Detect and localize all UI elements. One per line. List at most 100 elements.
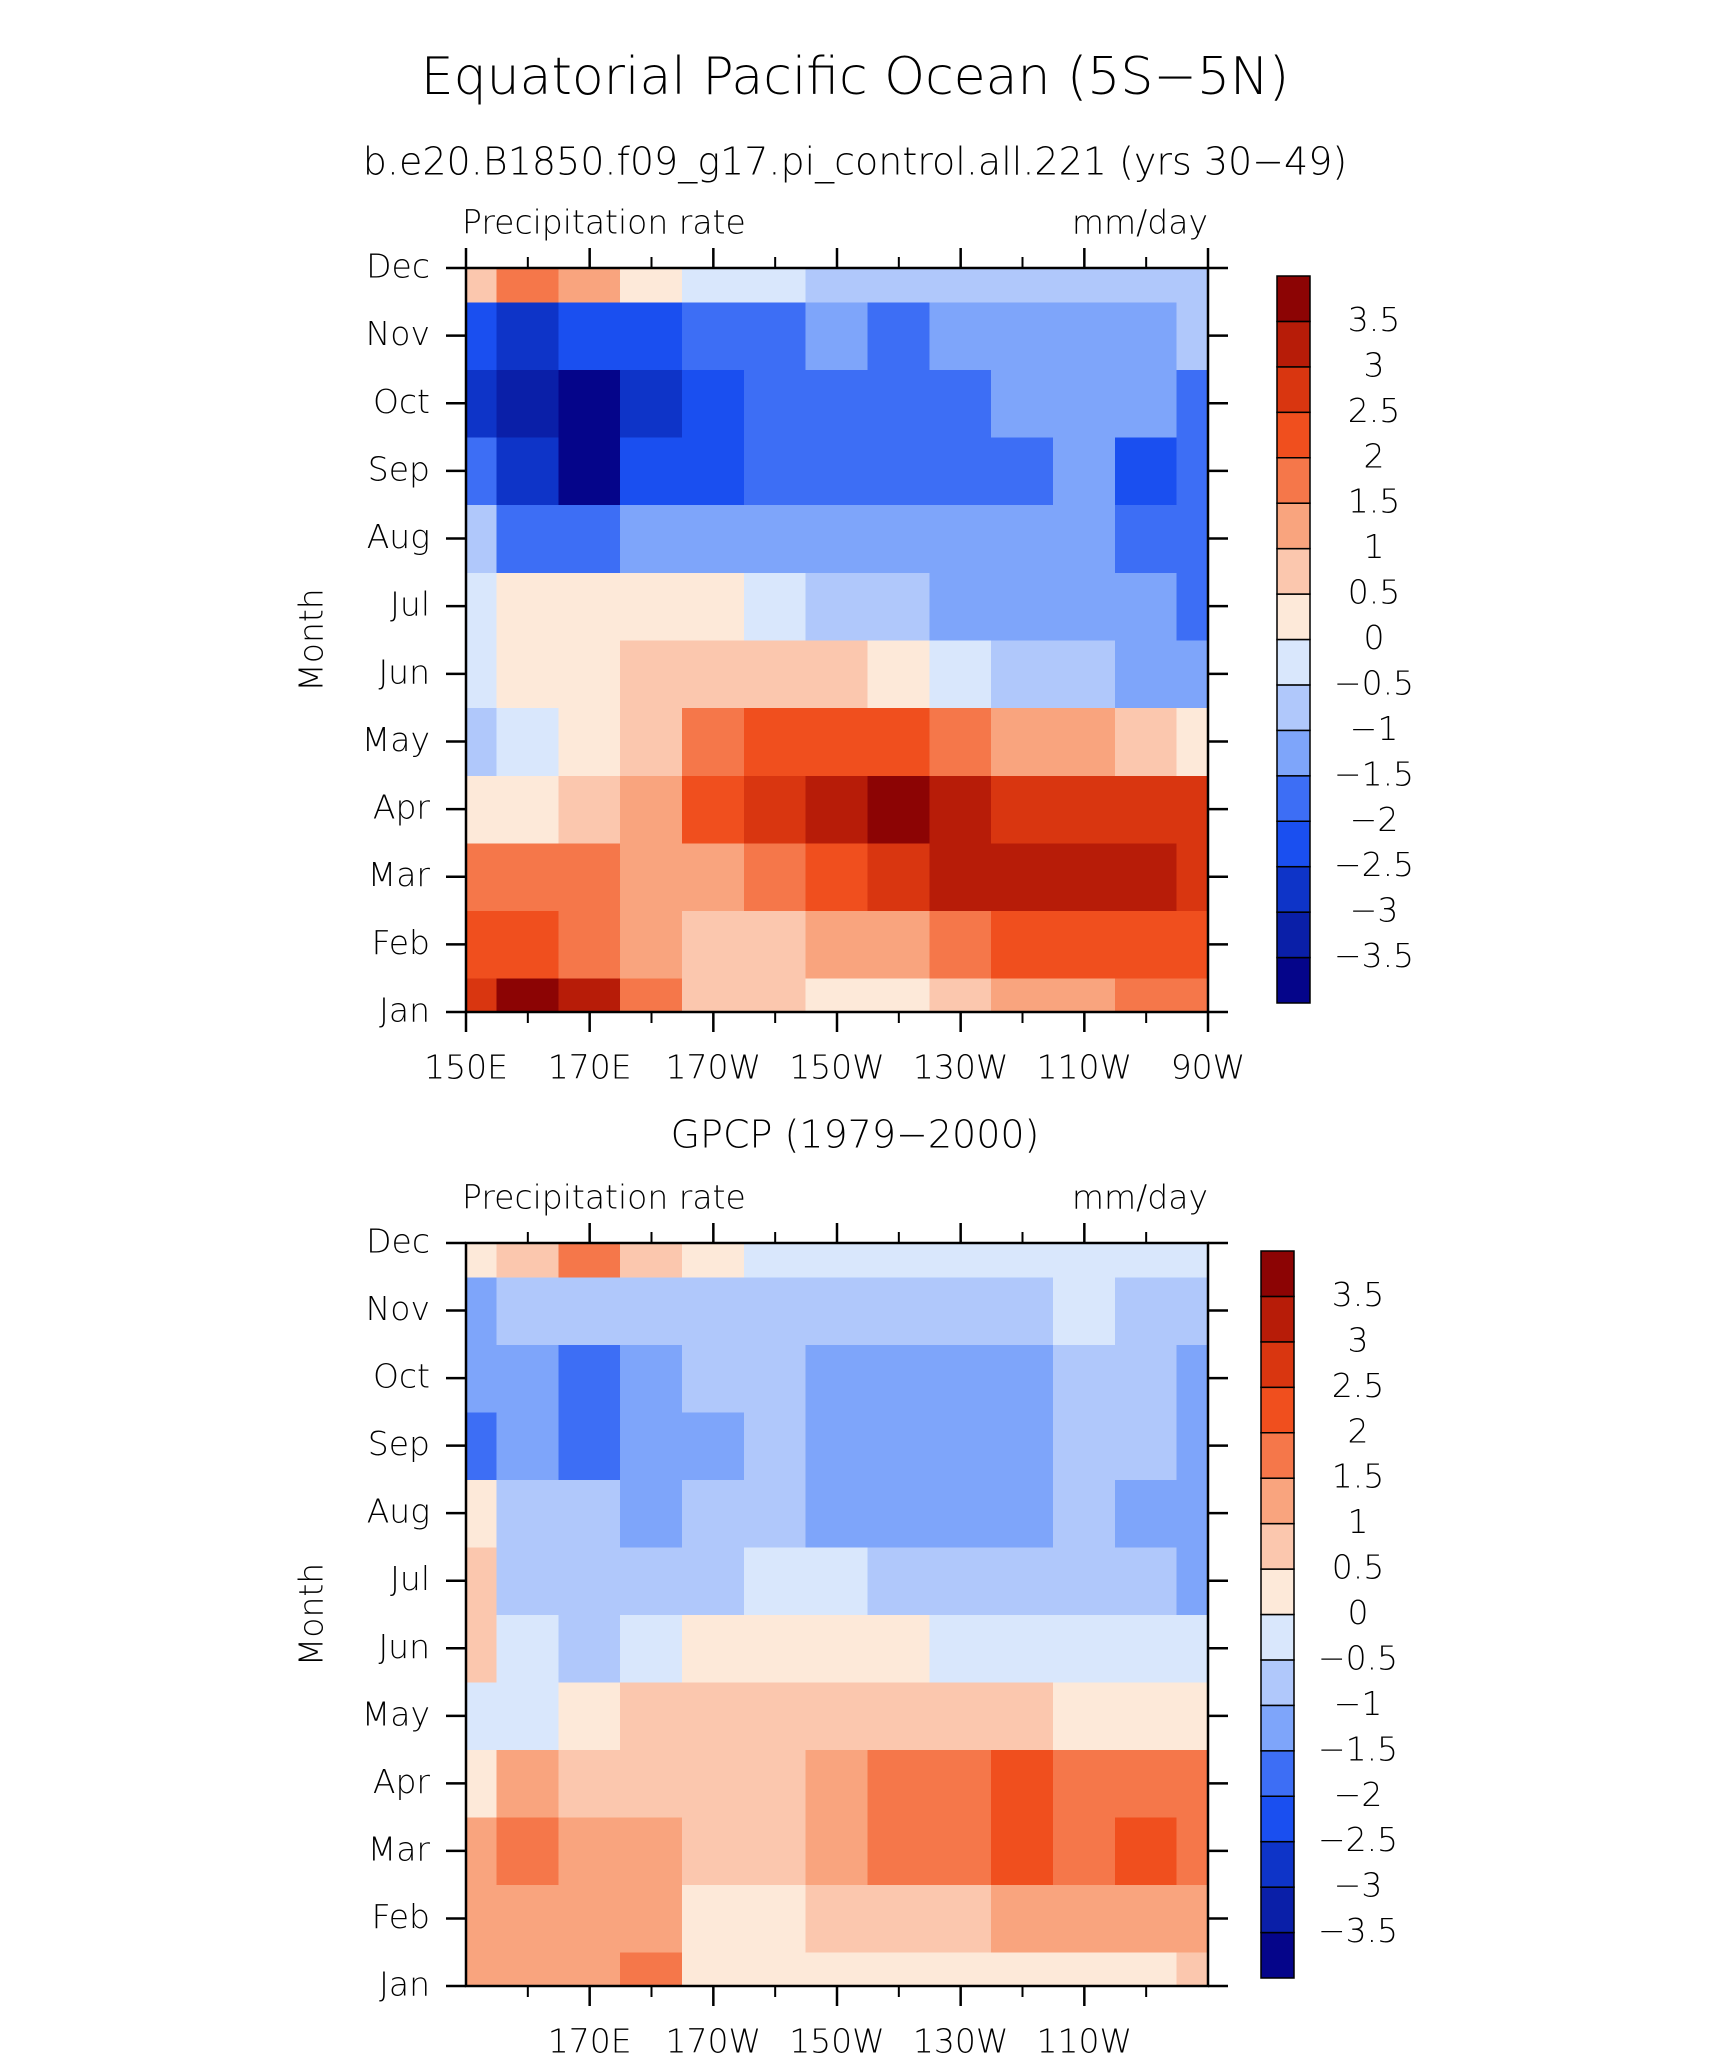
contour-cell (1176, 571, 1208, 641)
colorbar-label: −3 (1334, 1866, 1383, 1905)
contour-cell (681, 639, 745, 709)
colorbar-label: −2.5 (1318, 1820, 1398, 1859)
colorbar-box (1276, 911, 1311, 959)
y-tick-label: Jun (378, 1627, 430, 1666)
contour-cell (805, 436, 869, 506)
contour-cell (558, 1546, 622, 1615)
contour-field (466, 268, 1208, 1012)
contour-cell (1114, 1884, 1178, 1953)
contour-cell (1052, 977, 1116, 1012)
contour-cell (466, 1343, 498, 1413)
colorbar-box (1260, 1886, 1295, 1934)
contour-cell (558, 1276, 622, 1345)
contour-cell (496, 910, 560, 979)
contour-cell (1052, 1343, 1116, 1413)
contour-cell (620, 1411, 683, 1480)
contour-cell (620, 842, 683, 912)
contour-cell (620, 910, 683, 979)
colorbar-label: 3.5 (1348, 300, 1400, 339)
contour-cell (991, 1411, 1054, 1480)
contour-cell (1052, 1478, 1116, 1548)
contour-cell (681, 301, 745, 370)
contour-cell (558, 1951, 622, 1986)
contour-cell (1114, 571, 1178, 641)
contour-cell (466, 268, 498, 303)
contour-cell (1114, 977, 1178, 1012)
contour-cell (681, 1276, 745, 1345)
figure-title: Equatorial Pacific Ocean (5S−5N) (421, 47, 1289, 107)
colorbar-box (1260, 1704, 1295, 1752)
contour-cell (867, 1749, 931, 1818)
contour-cell (1114, 1546, 1178, 1615)
contour-cell (805, 268, 869, 303)
colorbar-box (1260, 1659, 1295, 1707)
contour-cell (805, 504, 869, 573)
contour-cell (991, 301, 1054, 370)
contour-cell (929, 1276, 993, 1345)
contour-cell (867, 977, 931, 1012)
right-label: mm/day (1072, 1178, 1208, 1217)
contour-cell (991, 977, 1054, 1012)
contour-cell (991, 268, 1054, 303)
y-axis-label: Month (292, 588, 331, 691)
contour-cell (496, 1749, 560, 1818)
contour-cell (1052, 504, 1116, 573)
contour-cell (743, 368, 807, 438)
contour-cell (1114, 639, 1178, 709)
contour-cell (1052, 1614, 1116, 1683)
contour-cell (991, 1478, 1054, 1548)
colorbar-box (1260, 1522, 1295, 1570)
contour-cell (991, 1816, 1054, 1886)
contour-cell (620, 1614, 683, 1683)
contour-cell (681, 774, 745, 844)
contour-cell (867, 436, 931, 506)
contour-cell (805, 571, 869, 641)
colorbar-label: 3 (1364, 345, 1385, 384)
contour-cell (991, 436, 1054, 506)
colorbar-label: −0.5 (1334, 663, 1414, 702)
contour-cell (1176, 504, 1208, 573)
contour-cell (620, 1243, 683, 1278)
contour-cell (558, 1614, 622, 1683)
contour-cell (1114, 1749, 1178, 1818)
contour-cell (1114, 436, 1178, 506)
contour-cell (681, 1749, 745, 1818)
colorbar-label: 0 (1364, 618, 1385, 657)
colorbar-label: 0.5 (1332, 1548, 1384, 1587)
contour-cell (929, 1546, 993, 1615)
contour-cell (681, 1816, 745, 1886)
contour-cell (466, 504, 498, 573)
contour-cell (496, 1681, 560, 1751)
y-tick-label: Jul (390, 1559, 430, 1598)
right-label: mm/day (1072, 203, 1208, 242)
contour-cell (1176, 707, 1208, 776)
contour-cell (1114, 1411, 1178, 1480)
contour-cell (991, 1276, 1054, 1345)
colorbar-label: 0 (1348, 1593, 1369, 1632)
contour-cell (1052, 1749, 1116, 1818)
contour-cell (867, 639, 931, 709)
contour-cell (1114, 707, 1178, 776)
contour-cell (1176, 842, 1208, 912)
contour-cell (558, 1749, 622, 1818)
y-tick-label: Aug (367, 517, 430, 556)
contour-cell (1052, 268, 1116, 303)
colorbar-box (1276, 729, 1311, 777)
contour-cell (681, 910, 745, 979)
contour-cell (1052, 1816, 1116, 1886)
y-tick-label: Oct (373, 382, 430, 421)
y-tick-label: Feb (372, 1897, 430, 1936)
contour-cell (1114, 1816, 1178, 1886)
colorbar-box (1276, 275, 1311, 323)
contour-cell (496, 368, 560, 438)
contour-cell (1176, 910, 1208, 979)
contour-cell (929, 639, 993, 709)
contour-cell (991, 707, 1054, 776)
contour-cell (743, 301, 807, 370)
contour-cell (929, 1614, 993, 1683)
colorbar-label: 1 (1348, 1502, 1369, 1541)
colorbar-label: 3.5 (1332, 1275, 1384, 1314)
colorbar-box (1260, 1477, 1295, 1525)
contour-cell (743, 639, 807, 709)
contour-cell (558, 842, 622, 912)
